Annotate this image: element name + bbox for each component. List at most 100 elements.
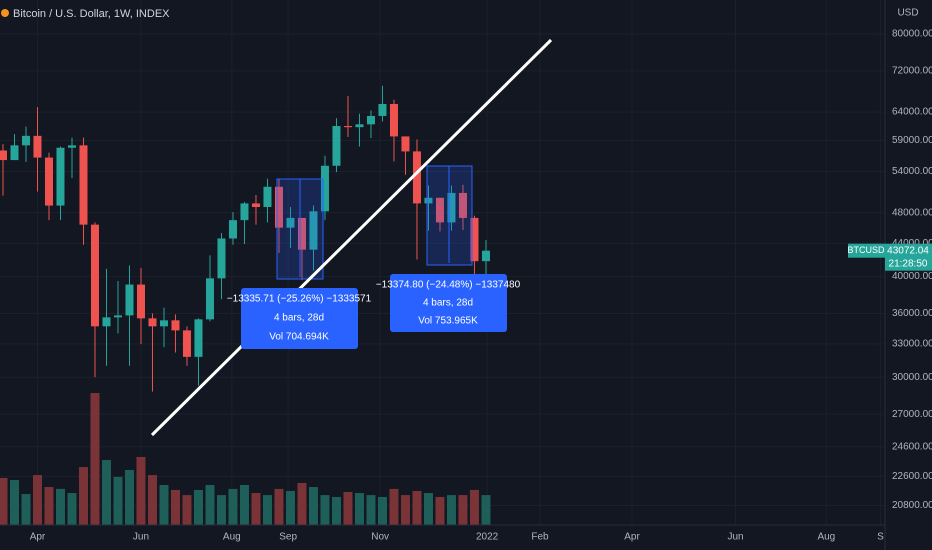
candle-body: [286, 217, 295, 228]
candle-body: [33, 135, 42, 158]
candle-body: [159, 320, 168, 327]
measure-change: −13335.71 (−25.26%) −1333571: [227, 294, 372, 305]
x-tick-label: Aug: [223, 532, 241, 543]
x-tick-label: Sep: [279, 532, 297, 543]
candle-body: [309, 211, 318, 250]
volume-bar: [239, 484, 249, 525]
measure-box: [390, 274, 507, 332]
candle-body: [470, 217, 479, 262]
candle-body: [343, 126, 352, 128]
candle-body: [366, 115, 375, 125]
volume-bar: [412, 490, 422, 525]
volume-bar: [90, 393, 100, 525]
volume-bar: [446, 495, 456, 525]
y-tick-label: 30000.00: [892, 372, 932, 383]
y-tick-label: 36000.00: [892, 308, 932, 319]
measure-label: −13335.71 (−25.26%) −1333571 4 bars, 28d…: [227, 288, 372, 349]
volume-bar: [67, 493, 77, 525]
candle-body: [205, 278, 214, 320]
volume-bar: [481, 495, 491, 525]
candle-body: [102, 317, 111, 327]
candle-body: [263, 186, 272, 207]
volume-bar: [343, 492, 353, 525]
x-tick-label: S: [877, 532, 884, 543]
volume-bar: [331, 496, 341, 525]
volume-bar: [228, 488, 238, 525]
trend-line[interactable]: [150, 38, 553, 437]
candle-body: [389, 103, 398, 137]
candle-body: [0, 150, 7, 161]
currency: USD: [897, 8, 918, 19]
candle-body: [125, 284, 134, 316]
volume-bar: [182, 495, 192, 525]
candle-body: [90, 224, 99, 327]
volume-bar: [320, 495, 330, 525]
volume-bar: [21, 494, 31, 525]
candle-body: [424, 197, 433, 204]
x-tick-label: Jun: [727, 532, 743, 543]
volume-bar: [78, 467, 88, 525]
volume-bar: [0, 477, 8, 525]
volume-bar: [435, 496, 445, 525]
candle-body: [10, 145, 19, 161]
price-box: [885, 243, 932, 271]
x-tick-label: Feb: [531, 532, 549, 543]
y-tick-label: 44000.00: [892, 238, 932, 249]
measure-vol: Vol 753.965K: [418, 316, 478, 327]
x-tick-label: Apr: [624, 532, 640, 543]
y-tick-label: 22600.00: [892, 471, 932, 482]
y-tick-label: 24600.00: [892, 441, 932, 452]
candle-body: [355, 124, 364, 128]
candle-body: [320, 165, 329, 212]
candle-body: [332, 126, 341, 166]
candle-body: [136, 284, 145, 319]
candle-body: [481, 250, 490, 262]
volume-bar: [216, 495, 226, 525]
chart-title: Bitcoin / U.S. Dollar, 1W, INDEX: [13, 8, 170, 20]
candle-body: [56, 147, 65, 206]
candle-body: [194, 319, 203, 357]
x-tick-label: Nov: [371, 532, 389, 543]
candle-body: [171, 320, 180, 331]
candle-body: [21, 135, 30, 146]
measure-bars: 4 bars, 28d: [423, 298, 473, 309]
symbol-icon: [1, 9, 9, 17]
x-tick-label: 2022: [476, 532, 499, 543]
y-tick-label: 80000.00: [892, 29, 932, 40]
measure-vol: Vol 704.694K: [269, 332, 329, 343]
volume-bar: [262, 495, 272, 525]
candle-body: [148, 318, 157, 327]
measure-bars: 4 bars, 28d: [274, 313, 324, 324]
measure-label: −13374.80 (−24.48%) −1337480 4 bars, 28d…: [376, 274, 521, 332]
volume-bar: [354, 493, 364, 525]
volume-bar: [9, 480, 19, 525]
candles: [0, 85, 490, 392]
candle-body: [217, 238, 226, 279]
y-tick-label: 48000.00: [892, 207, 932, 218]
candle-body: [228, 220, 237, 239]
candle-body: [435, 197, 444, 223]
candle-body: [240, 203, 249, 221]
volume-bar: [32, 475, 42, 525]
volume-bar: [251, 493, 261, 525]
candle-body: [44, 157, 53, 206]
volume-bar: [274, 488, 284, 525]
volume-pane: [0, 393, 491, 525]
volume-bar: [389, 488, 399, 525]
last-price: 43072.04: [887, 245, 929, 256]
y-tick-label: 64000.00: [892, 107, 932, 118]
volume-bar: [400, 495, 410, 525]
candle-body: [447, 192, 456, 223]
volume-bar: [193, 489, 203, 525]
y-tick-label: 59000.00: [892, 135, 932, 146]
candle-body: [79, 145, 88, 225]
x-tick-label: Jun: [133, 532, 149, 543]
x-tick-label: Aug: [817, 532, 835, 543]
volume-bar: [124, 469, 134, 525]
volume-bar: [366, 495, 376, 525]
volume-bar: [458, 495, 468, 525]
measure-box: [241, 288, 358, 349]
